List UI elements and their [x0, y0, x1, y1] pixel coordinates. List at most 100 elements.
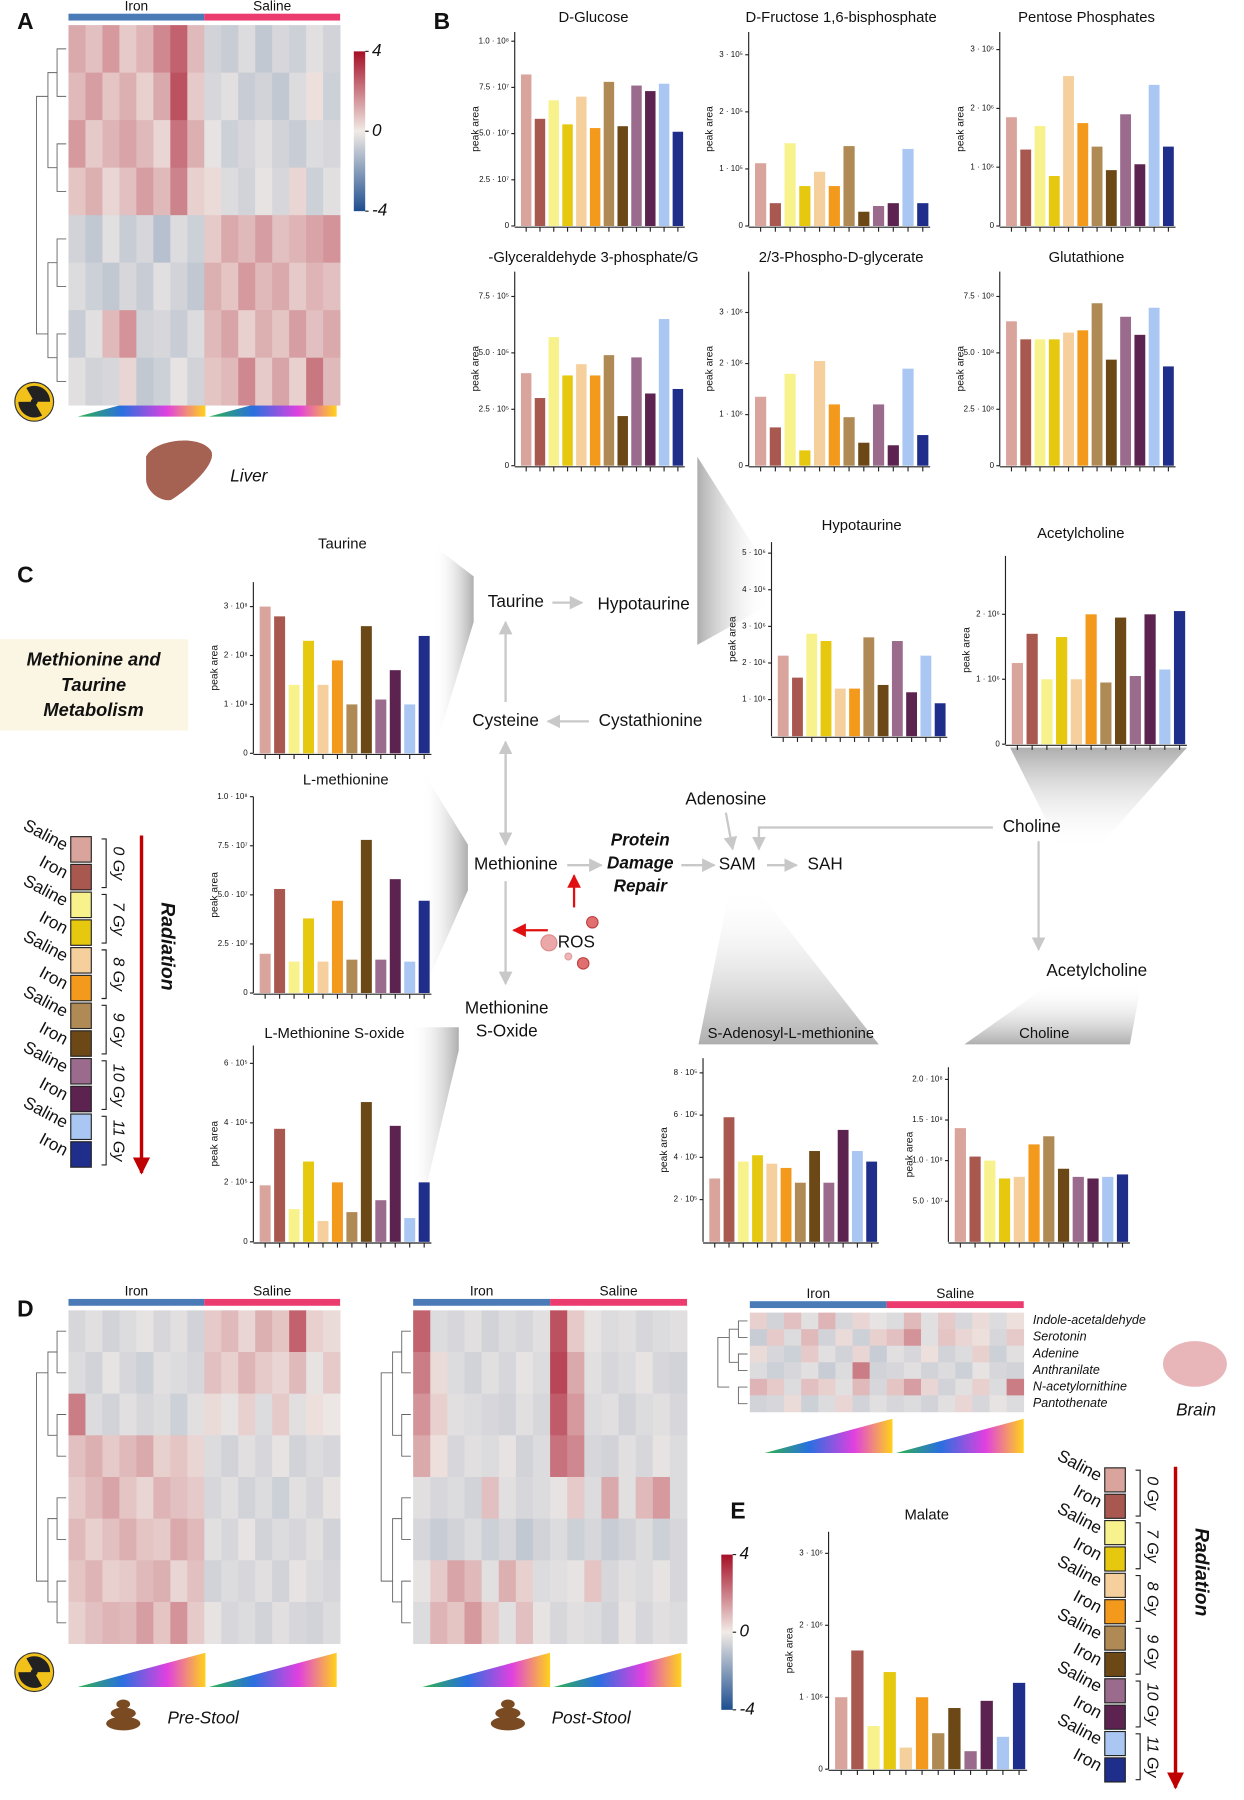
y-tick-label: 3 · 10⁶: [970, 45, 994, 54]
bar: [375, 1200, 387, 1242]
heatmap-cell: [68, 25, 86, 73]
heatmap-cell: [204, 1518, 222, 1561]
heatmap-cell: [749, 1378, 768, 1396]
heatmap-cell: [85, 357, 103, 406]
group-bar: [204, 1298, 341, 1306]
bar: [1020, 149, 1032, 226]
bar: [375, 959, 387, 994]
bar: [617, 126, 628, 226]
heatmap-cell: [238, 72, 256, 121]
heatmap-cell: [818, 1378, 836, 1396]
heatmap-cell: [306, 120, 324, 168]
heatmap-cell: [652, 1435, 671, 1478]
heatmap-cell: [221, 72, 239, 121]
heatmap-cell: [68, 1310, 86, 1353]
bar: [404, 961, 416, 994]
y-tick-label: 3 · 10⁶: [742, 621, 766, 630]
bar: [932, 1733, 945, 1770]
chart-title: Hypotaurine: [822, 518, 902, 534]
heatmap-cell: [221, 1476, 239, 1519]
heatmap-cell: [68, 1601, 86, 1644]
heatmap-cell: [464, 1560, 482, 1603]
heatmap-cell: [801, 1378, 819, 1396]
y-tick-label: 2 · 10⁵: [719, 107, 743, 116]
heatmap-cell: [801, 1329, 819, 1347]
group-bar: [749, 1301, 887, 1309]
y-axis-label: peak area: [727, 616, 738, 662]
heatmap-cell: [869, 1378, 888, 1396]
y-axis-label: peak area: [956, 346, 967, 392]
legend-group: Saline: [20, 816, 71, 855]
bar: [1012, 1682, 1026, 1770]
bar: [843, 146, 855, 226]
heatmap-cell: [323, 262, 341, 311]
heatmap-cell: [635, 1435, 654, 1478]
pathway-node: Adenosine: [685, 790, 766, 809]
bar: [274, 888, 286, 994]
heatmap-cell: [989, 1312, 1007, 1330]
dendrogram: [36, 95, 48, 335]
heatmap-cell: [766, 1378, 785, 1396]
heatmap-cell: [852, 1378, 871, 1396]
bar: [1020, 339, 1032, 466]
heatmap-cell: [515, 1560, 534, 1603]
bar: [1077, 330, 1089, 466]
heatmap-cell: [852, 1362, 871, 1380]
legend-swatch: [1104, 1467, 1126, 1493]
heatmap-cell: [835, 1362, 853, 1380]
heatmap-cell: [255, 1476, 273, 1519]
heatmap-cell: [749, 1312, 768, 1330]
pathway-node: Methionine: [474, 855, 558, 874]
heatmap-cell: [187, 120, 205, 168]
heatmap-cell: [153, 310, 171, 359]
bar: [375, 699, 387, 754]
heatmap-cell: [68, 310, 86, 359]
heatmap-cell: [323, 1476, 341, 1519]
oxide-label: Methionine: [465, 999, 549, 1018]
heatmap-cell: [187, 1560, 205, 1603]
group-bar: [886, 1301, 1024, 1309]
heatmap-cell: [136, 310, 154, 359]
y-tick-label: 2 · 10⁶: [976, 609, 1000, 618]
heatmap-cell: [749, 1345, 768, 1363]
bar: [259, 953, 271, 994]
y-tick-label: 0: [990, 461, 995, 470]
heatmap-cell: [153, 1393, 171, 1436]
bar: [603, 355, 615, 466]
heatmap-cell: [903, 1378, 922, 1396]
heatmap-cell: [238, 1393, 256, 1436]
heatmap-cell: [289, 1476, 307, 1519]
y-tick-label: 2 · 10⁵: [674, 1195, 698, 1204]
heatmap-cell: [766, 1345, 785, 1363]
y-tick-label: 1 · 10⁶: [976, 674, 1000, 683]
bar: [562, 375, 573, 466]
heatmap-cell: [119, 1393, 137, 1436]
heatmap-cell: [323, 167, 341, 216]
heatmap-cell: [852, 1329, 871, 1347]
heatmap-cell: [921, 1345, 939, 1363]
heatmap-cell: [272, 1518, 290, 1561]
bar: [303, 1161, 315, 1242]
legend-swatch: [70, 1113, 92, 1141]
bar: [813, 171, 826, 226]
pathway-node: Cysteine: [472, 711, 539, 730]
heatmap-cell: [289, 310, 307, 359]
heatmap-cell: [481, 1601, 500, 1644]
bar: [899, 1747, 913, 1770]
heatmap-cell: [413, 1310, 431, 1353]
heatmap-cell: [255, 1435, 273, 1478]
bar: [954, 1128, 966, 1242]
heatmap-cell: [955, 1362, 973, 1380]
bar: [849, 688, 860, 737]
heatmap-cell: [652, 1518, 671, 1561]
heatmap-cell: [515, 1476, 534, 1519]
heatmap-cell: [306, 167, 324, 216]
tissue-label: Pre-Stool: [167, 1708, 240, 1727]
heatmap-cell: [584, 1476, 602, 1519]
zoom-wedge: [698, 884, 879, 1045]
heatmap-cell: [204, 25, 222, 73]
heatmap-cell: [550, 1351, 568, 1395]
heatmap-cell: [272, 1560, 290, 1603]
heatmap-cell: [136, 1435, 154, 1478]
heatmap-cell: [289, 1601, 307, 1644]
